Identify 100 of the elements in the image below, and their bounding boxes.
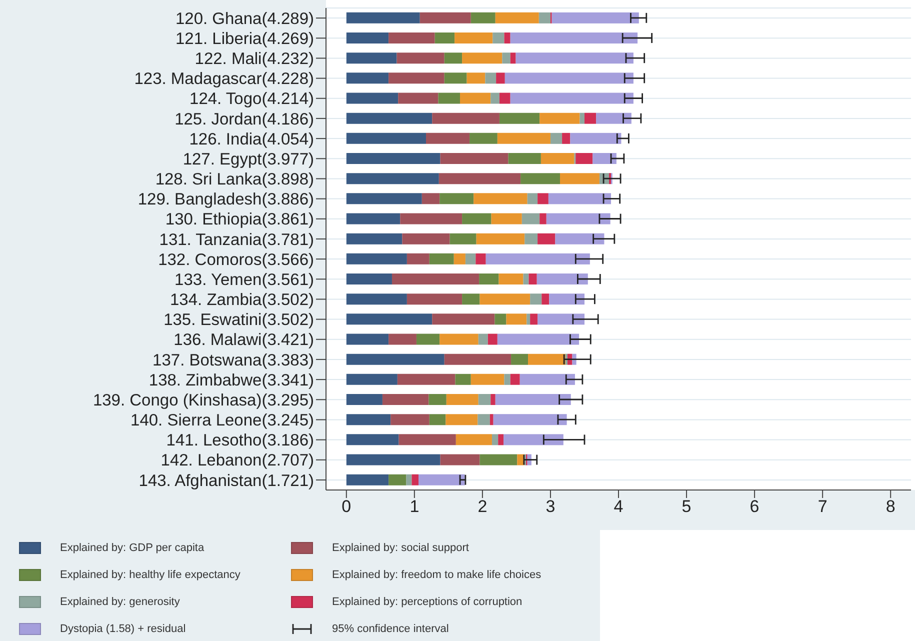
- bar: [398, 92, 438, 104]
- bar: [478, 394, 491, 405]
- bar: [440, 153, 508, 164]
- bar: [550, 132, 562, 144]
- bar: [538, 12, 550, 24]
- bar: [584, 112, 596, 124]
- bar: [538, 233, 556, 244]
- bar: [480, 454, 518, 466]
- bar: [498, 274, 524, 284]
- legend-label: Explained by: healthy life expectancy: [60, 568, 240, 580]
- y-tick-label: 134. Zambia(3.502): [170, 291, 314, 310]
- bar: [510, 374, 520, 385]
- bar: [465, 253, 476, 264]
- bar: [346, 454, 440, 466]
- x-tick-label: 2: [478, 497, 488, 516]
- bar: [416, 334, 440, 345]
- bar: [346, 132, 426, 144]
- bar: [462, 52, 502, 64]
- bar: [492, 434, 498, 446]
- bar: [490, 394, 496, 405]
- bar: [511, 354, 528, 365]
- legend-label: Dystopia (1.58) + residual: [60, 622, 186, 634]
- bar: [492, 32, 504, 44]
- bar: [346, 213, 400, 224]
- bar: [429, 253, 454, 264]
- bar: [388, 32, 435, 44]
- bar: [440, 334, 478, 345]
- y-tick-label: 120. Ghana(4.289): [175, 10, 314, 28]
- y-tick-label: 129. Bangladesh(3.886): [138, 190, 314, 209]
- bar: [474, 193, 528, 204]
- bar: [486, 253, 590, 264]
- bar: [422, 193, 440, 204]
- legend-label: Explained by: perceptions of corruption: [332, 596, 522, 608]
- bar: [346, 193, 422, 204]
- bar: [466, 72, 486, 84]
- bar: [470, 374, 504, 385]
- bar: [418, 474, 465, 486]
- bar: [524, 233, 538, 244]
- bar: [432, 112, 500, 124]
- bar: [476, 253, 486, 264]
- bar: [346, 394, 382, 405]
- bar: [444, 52, 462, 64]
- bar: [382, 394, 429, 405]
- y-tick-label: 122. Mali(4.232): [194, 50, 314, 68]
- legend-label: Explained by: generosity: [60, 596, 180, 608]
- bar: [434, 32, 455, 44]
- bar: [438, 92, 460, 104]
- bar: [346, 354, 444, 365]
- bar: [346, 374, 398, 385]
- bar: [497, 132, 550, 144]
- bar: [346, 12, 420, 24]
- bar: [346, 294, 407, 305]
- bar: [440, 193, 474, 204]
- bar: [397, 374, 456, 385]
- bar: [428, 394, 446, 405]
- bar: [390, 414, 430, 426]
- bar: [520, 374, 575, 385]
- bar: [528, 354, 566, 365]
- bar: [346, 474, 389, 486]
- legend-label: Explained by: GDP per capita: [60, 542, 204, 554]
- y-tick-label: 124. Togo(4.214): [190, 90, 314, 108]
- bar: [510, 52, 516, 64]
- bar: [346, 112, 432, 124]
- bar: [540, 153, 574, 164]
- y-tick-label: 135. Eswatini(3.502): [164, 311, 314, 330]
- bar: [499, 112, 540, 124]
- bar: [406, 474, 412, 486]
- bar: [444, 72, 467, 84]
- legend-label: Explained by: social support: [332, 542, 469, 554]
- bar: [540, 213, 546, 224]
- bar: [504, 374, 510, 385]
- x-tick-label: 4: [614, 497, 624, 516]
- bar: [392, 274, 480, 284]
- y-tick-label: 132. Comoros(3.566): [158, 250, 314, 269]
- bar: [412, 474, 419, 486]
- y-tick-label: 123. Madagascar(4.228): [134, 70, 314, 88]
- bar: [560, 173, 600, 184]
- bar: [496, 72, 505, 84]
- bar: [462, 213, 492, 224]
- bar: [346, 52, 397, 64]
- y-tick-label: 125. Jordan(4.186): [174, 110, 314, 128]
- bar: [438, 173, 521, 184]
- bar: [462, 294, 480, 305]
- bar: [498, 434, 504, 446]
- y-tick-label: 138. Zimbabwe(3.341): [148, 371, 314, 390]
- bar: [388, 334, 416, 345]
- bar: [478, 334, 488, 345]
- x-tick-label: 5: [682, 497, 692, 516]
- bar: [406, 294, 462, 305]
- bar: [432, 314, 495, 325]
- bar: [596, 112, 632, 124]
- bar: [530, 314, 538, 325]
- bar: [429, 414, 446, 426]
- bar: [495, 12, 539, 24]
- y-tick-label: 140. Sierra Leone(3.245): [130, 412, 314, 430]
- y-tick-label: 121. Liberia(4.269): [175, 30, 314, 48]
- text: 95% confidence interval: [332, 622, 449, 634]
- bar: [495, 394, 571, 405]
- bar: [491, 213, 522, 224]
- y-tick-label: 128. Sri Lanka(3.898): [155, 170, 314, 189]
